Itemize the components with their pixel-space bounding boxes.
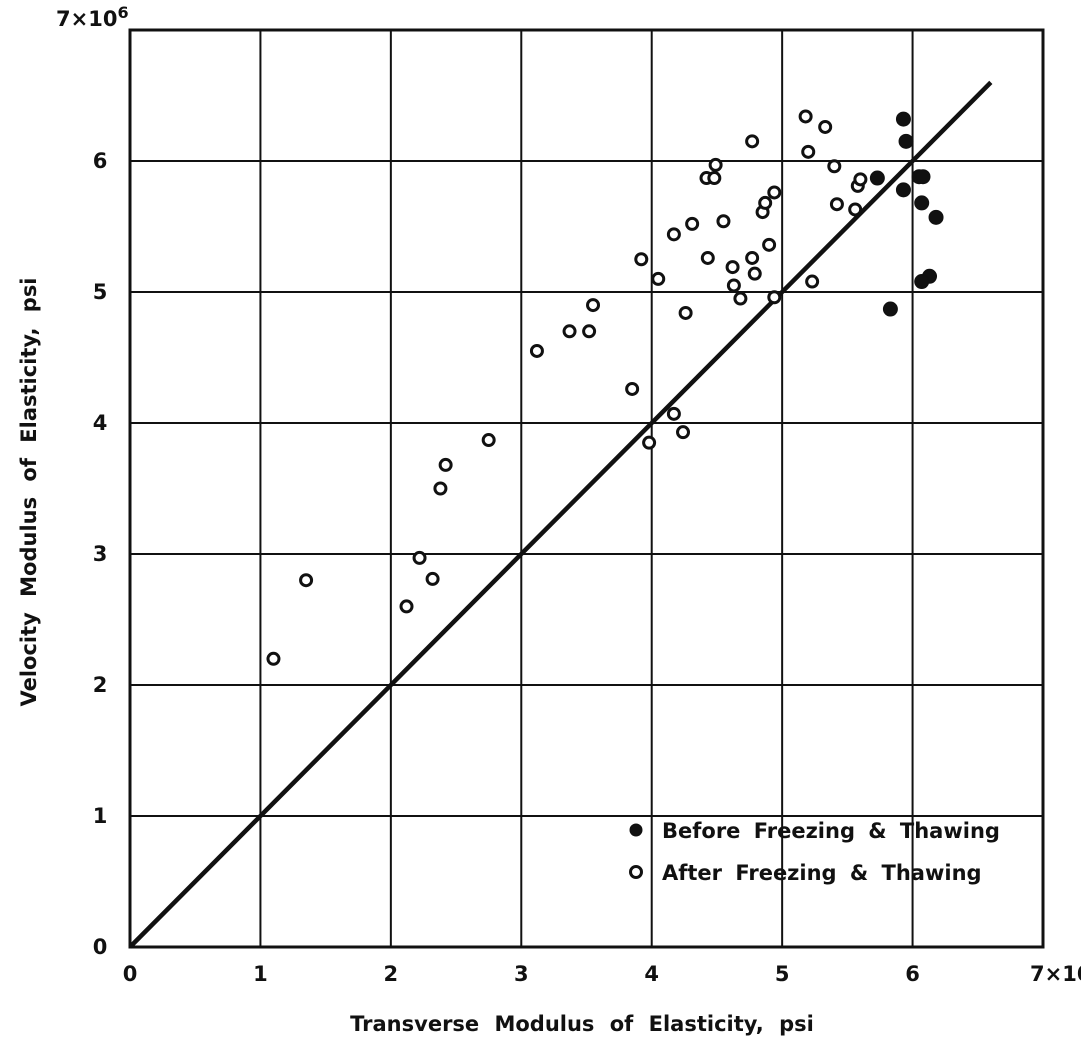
data-point-after <box>745 250 760 265</box>
data-point-after <box>853 172 868 187</box>
data-point-after <box>726 278 741 293</box>
data-point-after <box>651 271 666 286</box>
data-point-after <box>266 651 281 666</box>
data-point-before <box>898 133 914 149</box>
legend-open-marker <box>629 865 643 879</box>
data-point-before <box>869 170 885 186</box>
data-point-after <box>625 381 640 396</box>
data-points <box>266 109 944 666</box>
y-tick-label: 1 <box>93 804 108 828</box>
x-axis-title: Transverse Modulus of Elasticity, psi <box>350 1012 814 1036</box>
data-point-before <box>895 182 911 198</box>
data-point-after <box>716 214 731 229</box>
data-point-after <box>399 599 414 614</box>
data-point-after <box>433 481 448 496</box>
data-point-after <box>708 157 723 172</box>
data-point-before <box>915 169 931 185</box>
y-tick-labels: 0 1 2 3 4 5 6 <box>93 149 108 959</box>
legend: Before Freezing & Thawing After Freezing… <box>629 819 1000 885</box>
data-point-after <box>586 298 601 313</box>
x-tick-label: 3 <box>514 962 529 986</box>
data-point-after <box>666 406 681 421</box>
equality-reference-line <box>128 80 993 949</box>
data-point-after <box>425 571 440 586</box>
data-point-after <box>827 159 842 174</box>
data-point-before <box>928 209 944 225</box>
legend-filled-marker <box>629 823 643 837</box>
grid-lines <box>130 30 1043 947</box>
y-axis-title: Velocity Modulus of Elasticity, psi <box>17 277 41 706</box>
data-point-after <box>582 324 597 339</box>
y-axis-scale-label: 7×106 <box>56 3 129 31</box>
x-axis-scale-label: 7×106 <box>1030 958 1081 986</box>
data-point-after <box>299 573 314 588</box>
data-point-after <box>733 291 748 306</box>
y-tick-label: 2 <box>93 673 108 697</box>
data-point-before <box>914 195 930 211</box>
x-tick-label: 0 <box>123 962 138 986</box>
data-point-after <box>678 305 693 320</box>
y-tick-label: 0 <box>93 935 108 959</box>
data-point-after <box>700 250 715 265</box>
data-point-after <box>562 324 577 339</box>
y-tick-label: 5 <box>93 280 108 304</box>
data-point-after <box>829 197 844 212</box>
data-point-after <box>767 290 782 305</box>
data-point-after <box>818 119 833 134</box>
x-tick-labels: 0 1 2 3 4 5 6 <box>123 962 920 986</box>
x-tick-label: 6 <box>905 962 920 986</box>
data-point-after <box>762 237 777 252</box>
legend-label-after: After Freezing & Thawing <box>662 861 982 885</box>
y-tick-label: 6 <box>93 149 108 173</box>
data-point-after <box>747 266 762 281</box>
data-point-after <box>767 185 782 200</box>
data-point-after <box>798 109 813 124</box>
data-point-after <box>412 550 427 565</box>
x-tick-label: 5 <box>775 962 790 986</box>
data-point-after <box>805 274 820 289</box>
data-point-after <box>725 260 740 275</box>
data-point-before <box>914 274 930 290</box>
y-tick-label: 3 <box>93 542 108 566</box>
data-point-after <box>481 433 496 448</box>
x-tick-label: 2 <box>384 962 399 986</box>
y-tick-label: 4 <box>93 411 108 435</box>
data-point-after <box>745 134 760 149</box>
data-point-after <box>758 195 773 210</box>
data-point-after <box>438 457 453 472</box>
x-tick-label: 1 <box>253 962 268 986</box>
data-point-after <box>634 252 649 267</box>
plot-frame <box>128 28 1045 949</box>
data-point-before <box>882 301 898 317</box>
data-point-after <box>848 202 863 217</box>
data-point-after <box>529 343 544 358</box>
data-point-after <box>707 171 722 186</box>
data-point-after <box>685 216 700 231</box>
data-point-after <box>666 227 681 242</box>
legend-label-before: Before Freezing & Thawing <box>662 819 1000 843</box>
data-point-before <box>895 111 911 127</box>
data-point-after <box>676 425 691 440</box>
data-point-after <box>642 435 657 450</box>
x-tick-label: 4 <box>644 962 659 986</box>
data-point-after <box>801 144 816 159</box>
